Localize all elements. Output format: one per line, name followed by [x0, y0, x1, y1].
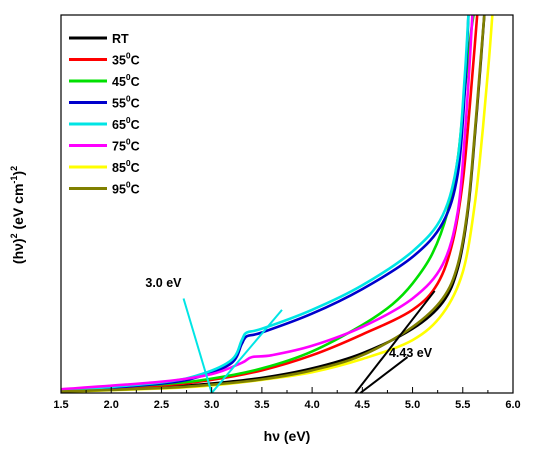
- annotation-label: 4.43 eV: [389, 346, 433, 360]
- legend: RT 350C 450C 550C 650C 750C 850C 950C: [69, 32, 140, 197]
- legend-label: 850C: [112, 158, 140, 175]
- legend-label: 350C: [112, 51, 140, 68]
- tangent-line: [354, 290, 436, 394]
- annotation-label: 3.0 eV: [145, 276, 182, 290]
- x-tick-label: 4.0: [304, 399, 319, 411]
- x-tick-label: 1.5: [53, 399, 68, 411]
- tangent-line: [182, 298, 213, 394]
- legend-label: RT: [112, 32, 129, 46]
- series-line: [61, 15, 474, 391]
- x-tick-label: 5.5: [455, 399, 470, 411]
- x-tick-label: 2.0: [104, 399, 119, 411]
- y-axis-title: (hν)2 (eV cm-1)2: [9, 166, 26, 264]
- x-axis-title: hν (eV): [264, 428, 311, 444]
- x-axis-ticks: 1.5 2.0 2.5 3.0 3.5 4.0 4.5 5.0 5.5 6.0: [53, 387, 521, 411]
- tangent-line: [210, 309, 283, 394]
- legend-label: 650C: [112, 115, 140, 132]
- tangent-line: [359, 356, 409, 394]
- annotations: 3.0 eV 4.43 eV: [145, 276, 432, 360]
- x-tick-label: 6.0: [505, 399, 520, 411]
- x-tick-label: 3.5: [254, 399, 269, 411]
- tangent-layer: [182, 290, 436, 394]
- x-tick-label: 2.5: [154, 399, 169, 411]
- legend-label: 950C: [112, 180, 140, 197]
- x-tick-label: 5.0: [405, 399, 420, 411]
- legend-label: 550C: [112, 94, 140, 111]
- series-line: [61, 15, 486, 393]
- x-tick-label: 3.0: [204, 399, 219, 411]
- legend-label: 450C: [112, 72, 140, 89]
- series-line: [61, 15, 470, 392]
- x-tick-label: 4.5: [355, 399, 370, 411]
- series-layer: [61, 15, 494, 393]
- legend-label: 750C: [112, 137, 140, 154]
